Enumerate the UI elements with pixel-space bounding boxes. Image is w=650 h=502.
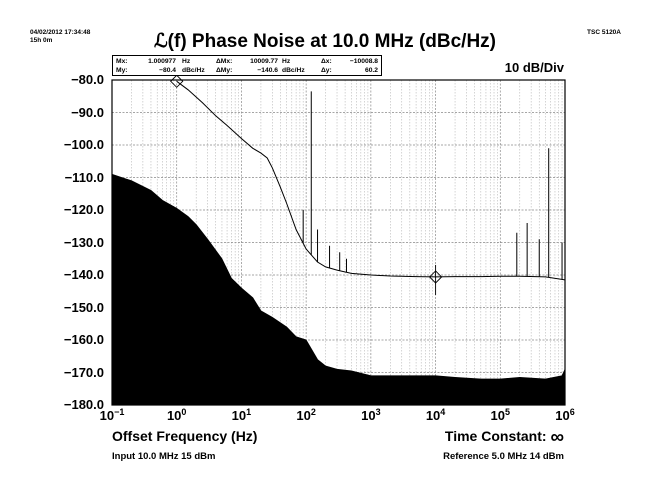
- plot-border: [111, 79, 566, 406]
- dy-label: Δy:: [321, 67, 332, 74]
- dmx-unit: Hz: [282, 58, 291, 65]
- instrument-model: TSC 5120A: [587, 29, 621, 36]
- infinity-symbol: ∞: [550, 427, 564, 448]
- x-tick-label: 102: [296, 407, 316, 423]
- x-tick-label: 104: [425, 407, 446, 423]
- y-tick-label: −170.0: [63, 364, 104, 380]
- my-unit: dBc/Hz: [182, 67, 205, 74]
- date-text: 04/02/2012 17:34:48: [30, 29, 91, 36]
- dmx-value: 10009.77: [250, 58, 278, 65]
- mx-value: 1.000977: [148, 58, 176, 65]
- y-tick-label: −150.0: [63, 299, 104, 315]
- dmy-value: −140.6: [257, 67, 278, 74]
- dx-value: −10008.8: [349, 58, 378, 65]
- dmy-label: ΔMy:: [216, 67, 233, 74]
- my-value: −80.4: [159, 67, 176, 74]
- x-tick-label: 105: [490, 407, 511, 423]
- marker-readout: Mx: 1.000977 Hz ΔMx: 10009.77 Hz Δx: −10…: [112, 55, 382, 76]
- y-tick-label: −160.0: [63, 332, 104, 347]
- marker-diamond-1: [170, 74, 184, 88]
- y-tick-label: −80.0: [71, 72, 104, 87]
- y-tick-label: −180.0: [63, 397, 104, 412]
- dy-value: 60.2: [364, 67, 378, 74]
- x-axis-label: Offset Frequency (Hz): [112, 428, 258, 444]
- y-tick-label: −90.0: [71, 104, 104, 120]
- time-constant-text: Time Constant:: [444, 428, 547, 444]
- mx-unit: Hz: [182, 58, 191, 65]
- reference-info: Reference 5.0 MHz 14 dBm: [443, 451, 564, 462]
- noise-floor-area: [111, 173, 566, 406]
- y-tick-label: −140.0: [63, 267, 104, 282]
- x-tick-label: 103: [361, 407, 381, 423]
- elapsed-text: 15h 0m: [30, 36, 53, 44]
- chart-title: ℒ(f) Phase Noise at 10.0 MHz (dBc/Hz): [153, 31, 497, 52]
- y-tick-label: −100.0: [63, 137, 104, 152]
- y-tick-label: −110.0: [64, 169, 104, 185]
- scale-label: 10 dB/Div: [504, 60, 564, 75]
- y-tick-label: −120.0: [63, 202, 104, 217]
- dx-label: Δx:: [321, 58, 332, 65]
- x-tick-label: 100: [166, 407, 187, 423]
- dmx-label: ΔMx:: [216, 58, 233, 65]
- y-tick-label: −130.0: [63, 234, 104, 250]
- dmy-unit: dBc/Hz: [282, 67, 305, 74]
- x-tick-label: 10−1: [99, 407, 125, 423]
- my-label: My:: [116, 67, 128, 74]
- x-tick-label: 106: [555, 407, 575, 423]
- x-tick-label: 101: [231, 407, 252, 423]
- phase-noise-trace: [176, 80, 566, 281]
- timestamp: 04/02/2012 17:34:48 15h 0m: [30, 29, 90, 44]
- mx-label: Mx:: [116, 58, 128, 65]
- input-info: Input 10.0 MHz 15 dBm: [112, 451, 216, 462]
- time-constant-label: Time Constant: ∞: [444, 427, 564, 448]
